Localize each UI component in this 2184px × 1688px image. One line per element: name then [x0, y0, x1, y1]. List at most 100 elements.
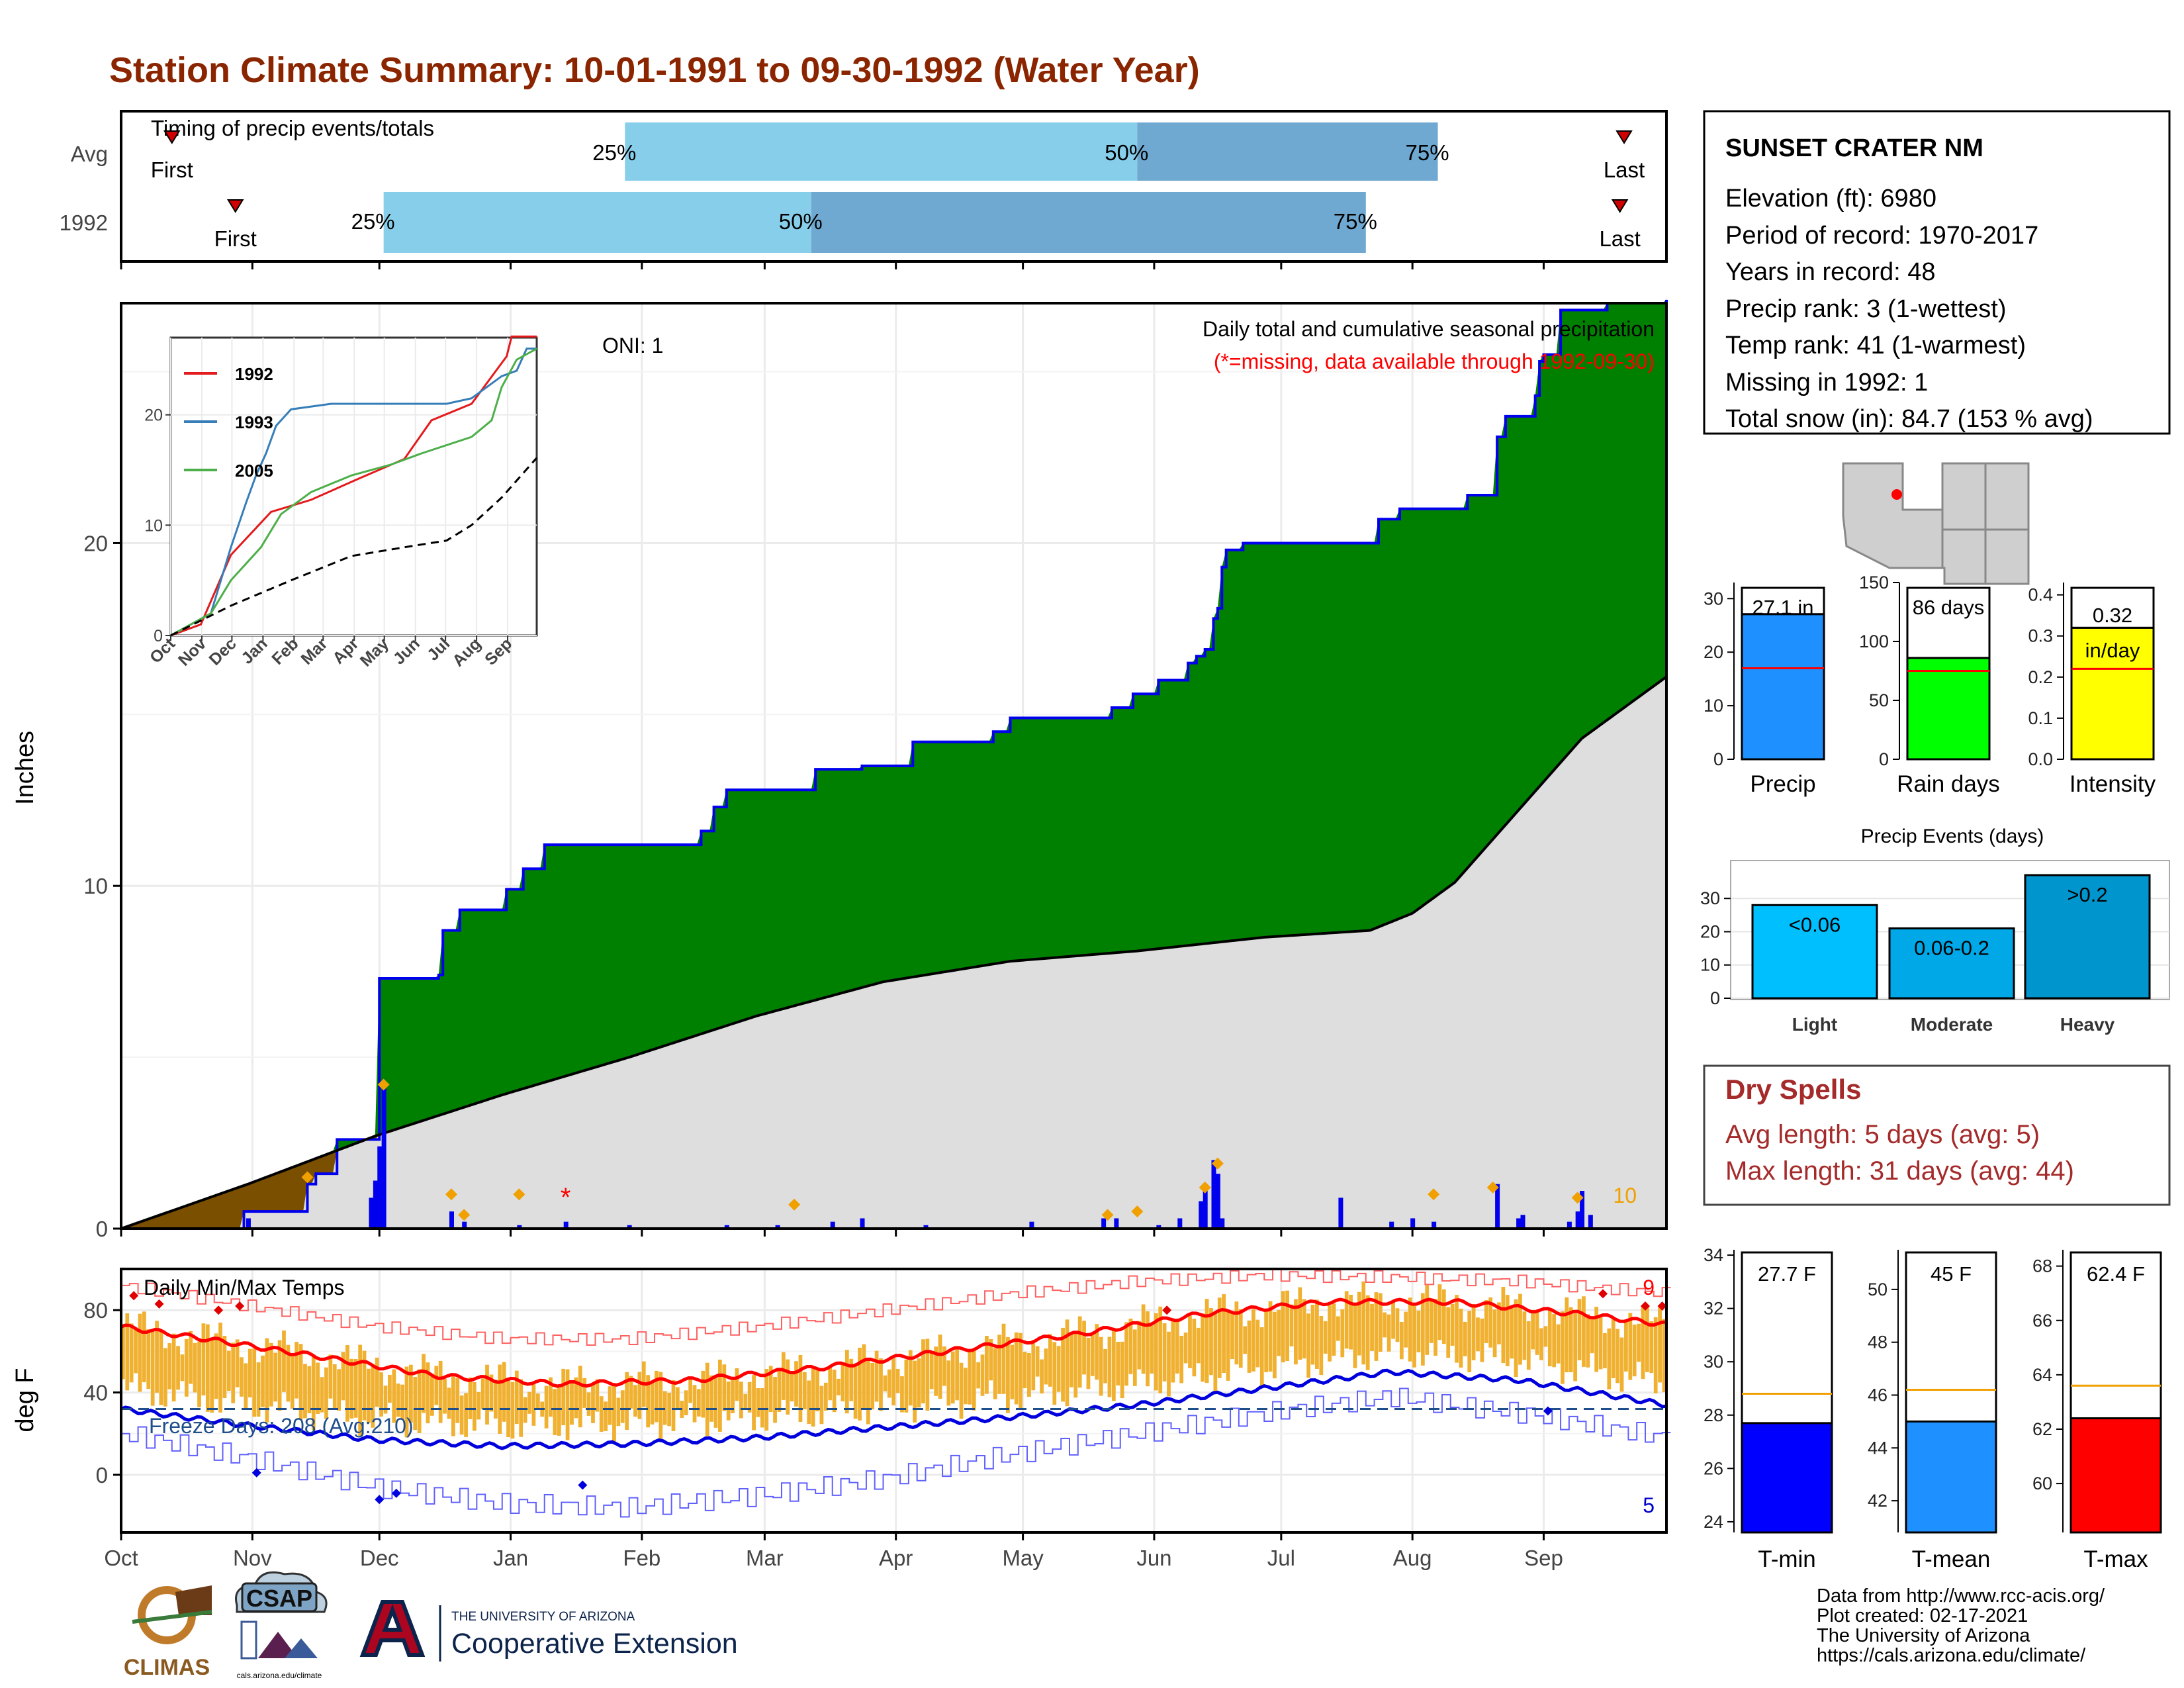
daily-temp-bar [1586, 1314, 1590, 1368]
daily-temp-bar [925, 1338, 930, 1411]
daily-temp-bar [1111, 1329, 1116, 1401]
footer-line: Plot created: 02-17-2021 [1817, 1605, 2028, 1626]
daily-temp-bar [1201, 1313, 1205, 1382]
daily-temp-bar [1146, 1311, 1150, 1387]
daily-temp-bar [1315, 1299, 1319, 1369]
daily-temp-bar [155, 1321, 159, 1393]
daily-temp-bar [1357, 1291, 1361, 1356]
locator-map [1840, 460, 2032, 586]
daily-temp-bar [1437, 1284, 1442, 1340]
daily-temp-bar [226, 1350, 231, 1391]
daily-temp-bar [1539, 1328, 1543, 1360]
daily-temp-bar [570, 1383, 574, 1425]
record-low-marker [578, 1480, 588, 1490]
daily-precip-bar [1516, 1218, 1522, 1229]
temp-title: Daily Min/Max Temps [144, 1276, 344, 1299]
daily-temp-bar [1484, 1300, 1488, 1344]
record-high-marker [1641, 1301, 1651, 1311]
daily-temp-bar [332, 1364, 337, 1409]
daily-temp-bar [1035, 1346, 1040, 1377]
y-tick-label: 40 [83, 1381, 108, 1405]
daily-temp-bar [290, 1353, 295, 1409]
daily-temp-bar [709, 1375, 713, 1422]
event-category-label: Heavy [2060, 1014, 2115, 1035]
daily-precip-bar [1177, 1218, 1183, 1229]
dry-spells-box: Dry Spells Avg length: 5 days (avg: 5) M… [1703, 1064, 2171, 1206]
daily-precip-bar [246, 1218, 251, 1229]
timing-avg-first-label: First [151, 158, 193, 182]
inset-y-tick-label: 0 [154, 627, 163, 645]
daily-temp-bar [549, 1377, 553, 1417]
daily-temp-bar [1450, 1303, 1455, 1346]
daily-temp-bar [1310, 1305, 1315, 1365]
daily-temp-bar [1543, 1326, 1548, 1347]
daily-temp-bar [1459, 1308, 1463, 1368]
precip-y-axis: 0 10 20 [83, 531, 121, 1241]
daily-temp-bar [1488, 1297, 1493, 1348]
daily-temp-bar [1526, 1321, 1531, 1370]
precip-cumulative-line [121, 299, 1668, 1230]
daily-temp-bar [1090, 1333, 1095, 1376]
daily-temp-bar [701, 1370, 705, 1418]
daily-precip-bar [517, 1225, 522, 1229]
daily-temp-bar [862, 1344, 866, 1409]
daily-temp-bar [815, 1369, 819, 1412]
precip-markers: * [301, 1078, 1584, 1221]
daily-temp-bar [1158, 1306, 1163, 1393]
daily-temp-bar [1077, 1316, 1082, 1388]
daily-temp-bar [637, 1372, 642, 1419]
climas-text: CLIMAS [124, 1655, 210, 1680]
events-tick-label: 10 [1700, 955, 1720, 975]
daily-temp-bar [557, 1387, 561, 1436]
daily-temp-bar [959, 1362, 964, 1419]
snow-marker [301, 1171, 314, 1184]
daily-temp-bar [760, 1387, 764, 1428]
daily-temp-bar [1056, 1346, 1061, 1392]
daily-temp-bar [1565, 1297, 1569, 1373]
daily-temp-bar [1561, 1311, 1565, 1384]
daily-temp-bar [201, 1323, 206, 1396]
daily-temp-bar [655, 1370, 659, 1423]
daily-temp-bar [768, 1366, 773, 1413]
daily-temp-bar [1577, 1299, 1582, 1360]
daily-precip-bar [1199, 1201, 1204, 1229]
small-bar-tick-label: 100 [1859, 632, 1889, 651]
hot-count: 9 [1643, 1276, 1655, 1299]
timing-row-name: 1992 [60, 211, 108, 235]
daily-temp-bar [468, 1377, 473, 1419]
station-line: Years in record: 48 [1725, 258, 1936, 286]
temp-bar-tick-label: 46 [1868, 1385, 1888, 1405]
summary-bar-frame [1906, 586, 1991, 659]
daily-temp-bar [273, 1352, 278, 1402]
daily-temp-bar [1014, 1332, 1019, 1405]
daily-temp-bar [561, 1368, 566, 1426]
small-bar-tick-label: 30 [1704, 588, 1723, 608]
daily-temp-bar [316, 1362, 320, 1414]
daily-precip-bar [1575, 1211, 1580, 1229]
daily-temp-bar [413, 1377, 418, 1430]
daily-temp-bar [459, 1395, 464, 1435]
month-axis: Oct Nov Dec Jan Feb Mar Apr May Jun Jul Aug Sep [104, 1229, 1563, 1570]
daily-temp-bar [1637, 1323, 1641, 1362]
daily-temp-bar [1446, 1307, 1451, 1358]
daily-temp-bar [604, 1401, 608, 1431]
daily-temp-bar [718, 1359, 722, 1432]
daily-temp-bar [434, 1366, 439, 1405]
daily-temp-bar [1171, 1319, 1175, 1383]
event-category-label: Light [1792, 1014, 1837, 1035]
temp-bar-tick-label: 62 [2032, 1419, 2052, 1439]
timing-1992-last-label: Last [1599, 226, 1640, 251]
daily-temp-bar [252, 1348, 257, 1417]
daily-temp-bar [1344, 1291, 1349, 1349]
daily-temp-bar [997, 1335, 1001, 1394]
event-category-label: Moderate [1911, 1014, 1993, 1035]
temp-record-high-line [121, 1268, 1671, 1346]
daily-precip-bar [775, 1225, 780, 1229]
summary-bar-precip [1741, 613, 1825, 761]
daily-temp-bar [1632, 1324, 1637, 1377]
daily-temp-bar [582, 1378, 587, 1408]
daily-temp-bar [1137, 1321, 1142, 1370]
small-bar-tick-label: 0 [1713, 749, 1723, 769]
